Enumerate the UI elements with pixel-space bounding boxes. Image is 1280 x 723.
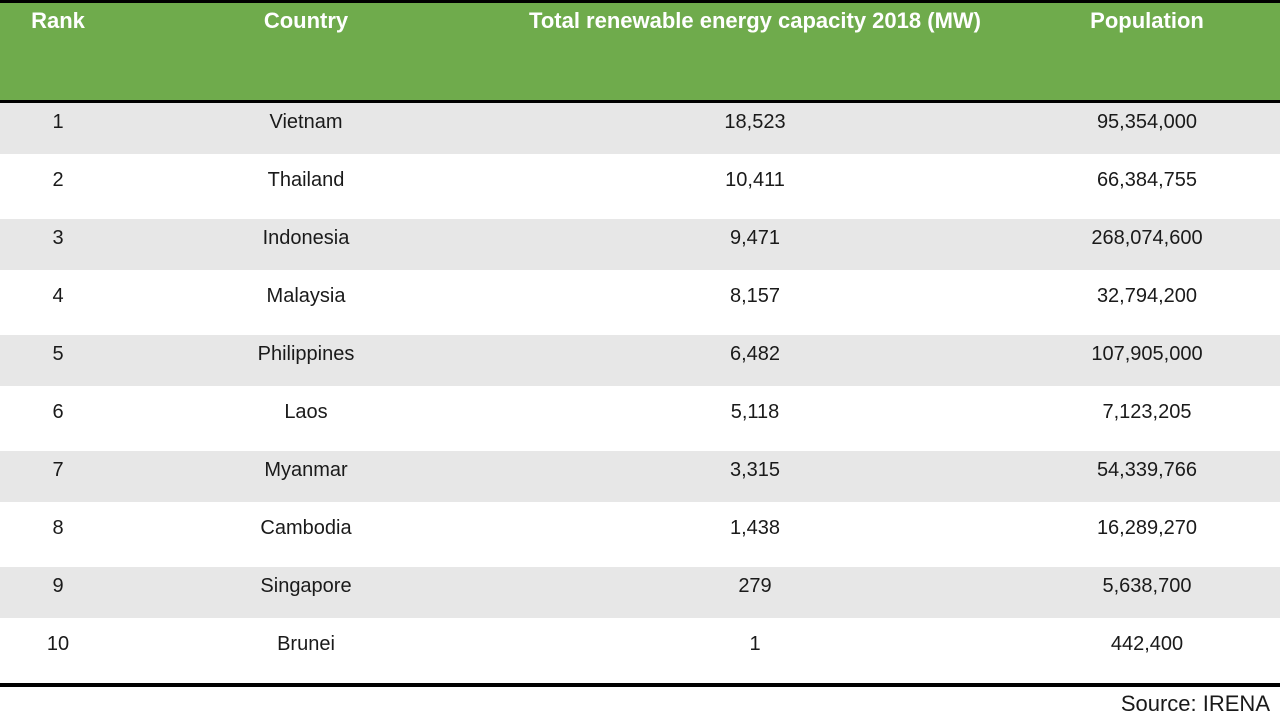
cell-country: Brunei [116,621,496,683]
cell-population: 54,339,766 [1014,447,1280,509]
cell-rank: 10 [0,621,116,683]
cell-rank: 2 [0,157,116,219]
cell-population: 32,794,200 [1014,273,1280,335]
cell-population: 107,905,000 [1014,331,1280,393]
header-row: Rank Country Total renewable energy capa… [0,3,1280,103]
cell-population: 442,400 [1014,621,1280,683]
cell-capacity: 3,315 [496,447,1014,509]
table-row: 9 Singapore 279 5,638,700 [0,563,1280,625]
table-row: 6 Laos 5,118 7,123,205 [0,389,1280,451]
cell-rank: 1 [0,101,116,161]
cell-capacity: 5,118 [496,389,1014,451]
cell-population: 95,354,000 [1014,101,1280,161]
column-header-population: Population [1014,3,1280,103]
table-bottom-rule [0,683,1280,687]
table-body: 1 Vietnam 18,523 95,354,000 2 Thailand 1… [0,101,1280,683]
cell-capacity: 1 [496,621,1014,683]
renewable-energy-table: Rank Country Total renewable energy capa… [0,3,1280,683]
cell-capacity: 1,438 [496,505,1014,567]
cell-rank: 3 [0,215,116,277]
cell-capacity: 6,482 [496,331,1014,393]
cell-capacity: 279 [496,563,1014,625]
column-header-rank: Rank [0,3,116,103]
cell-rank: 8 [0,505,116,567]
cell-country: Malaysia [116,273,496,335]
source-note: Source: IRENA [1120,691,1270,716]
cell-country: Thailand [116,157,496,219]
cell-country: Vietnam [116,101,496,161]
cell-population: 16,289,270 [1014,505,1280,567]
table-header: Rank Country Total renewable energy capa… [0,3,1280,103]
cell-population: 7,123,205 [1014,389,1280,451]
table-row: 1 Vietnam 18,523 95,354,000 [0,101,1280,161]
cell-rank: 6 [0,389,116,451]
column-header-country: Country [116,3,496,103]
cell-country: Laos [116,389,496,451]
table-row: 7 Myanmar 3,315 54,339,766 [0,447,1280,509]
cell-country: Philippines [116,331,496,393]
footer: Source: IRENA [0,687,1280,720]
cell-capacity: 9,471 [496,215,1014,277]
cell-rank: 7 [0,447,116,509]
cell-country: Myanmar [116,447,496,509]
cell-population: 66,384,755 [1014,157,1280,219]
cell-rank: 4 [0,273,116,335]
cell-country: Cambodia [116,505,496,567]
cell-population: 268,074,600 [1014,215,1280,277]
table-row: 8 Cambodia 1,438 16,289,270 [0,505,1280,567]
column-header-capacity: Total renewable energy capacity 2018 (MW… [496,3,1014,103]
table-row: 4 Malaysia 8,157 32,794,200 [0,273,1280,335]
table-row: 2 Thailand 10,411 66,384,755 [0,157,1280,219]
table-row: 10 Brunei 1 442,400 [0,621,1280,683]
cell-country: Indonesia [116,215,496,277]
cell-population: 5,638,700 [1014,563,1280,625]
cell-capacity: 10,411 [496,157,1014,219]
cell-capacity: 18,523 [496,101,1014,161]
table-row: 3 Indonesia 9,471 268,074,600 [0,215,1280,277]
cell-capacity: 8,157 [496,273,1014,335]
cell-country: Singapore [116,563,496,625]
cell-rank: 9 [0,563,116,625]
table-row: 5 Philippines 6,482 107,905,000 [0,331,1280,393]
cell-rank: 5 [0,331,116,393]
